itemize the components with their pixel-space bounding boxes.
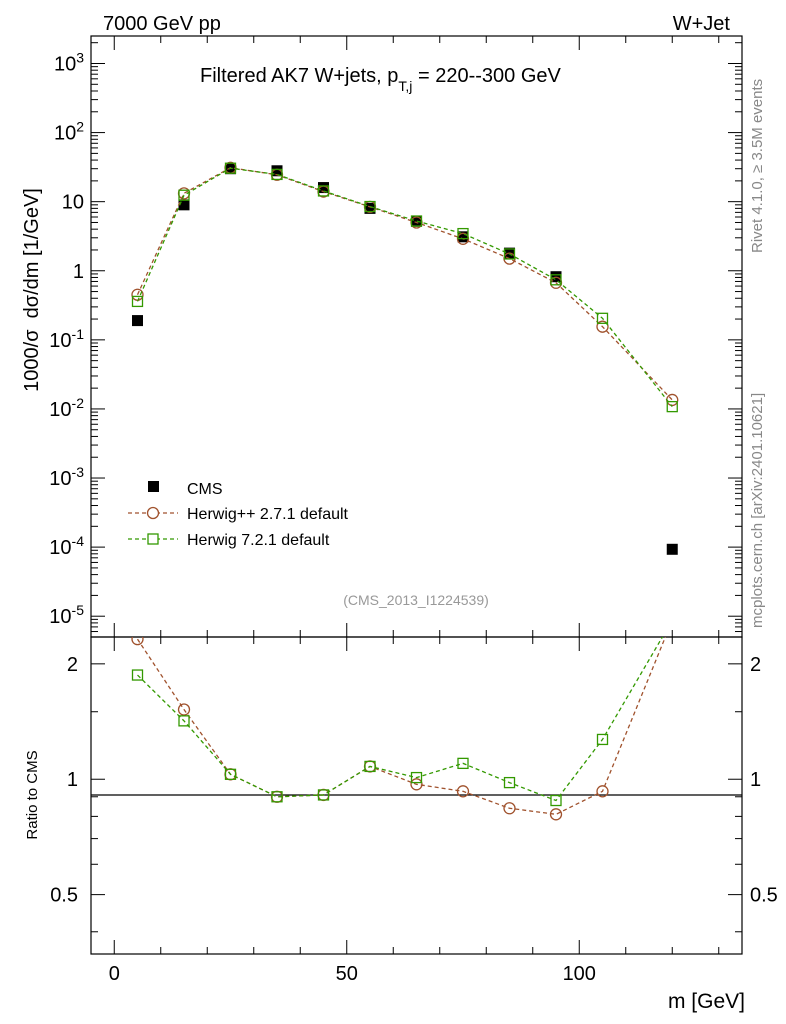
legend-label-cms: CMS <box>187 481 223 498</box>
y-tick-label: 10-3 <box>49 464 84 490</box>
side-text-version: Rivet 4.1.0, ≥ 3.5M events <box>749 79 766 253</box>
ratio-point-series-2 <box>131 669 144 681</box>
ratio-tick-label: 0.5 <box>50 885 78 907</box>
x-tick-label: 100 <box>563 963 596 985</box>
ratio-point-series-2 <box>224 768 237 780</box>
y-tick-label: 103 <box>54 49 84 75</box>
ratio-point-series-2 <box>596 733 609 746</box>
data-point-series-2 <box>364 200 376 213</box>
ratio-point-series-1 <box>131 637 144 646</box>
ratio-point-series-2 <box>457 757 469 770</box>
data-point-series-2 <box>666 400 678 413</box>
ratio-point-series-2 <box>364 760 376 773</box>
ratio-tick-label-right: 2 <box>750 654 761 676</box>
ratio-point-series-1 <box>503 802 516 815</box>
series-line-1 <box>136 167 673 401</box>
ratio-point-series-1 <box>596 785 609 798</box>
axis-ticks: 0 50 100 10-5 10-4 10-3 10-2 10-1 1 10 102 103 0.5 0.… <box>49 36 778 985</box>
y-axis-label: 1000/σ dσ/dm [1/GeV] <box>21 188 43 392</box>
data-point-series-0 <box>411 215 422 227</box>
ratio-point-series-2 <box>410 771 423 784</box>
y-tick-label: 10-1 <box>49 326 84 352</box>
y-tick-label: 10-2 <box>49 395 84 421</box>
data-point-series-2 <box>503 248 516 260</box>
legend: CMS Herwig++ 2.7.1 default Herwig 7.2.1 … <box>128 481 349 549</box>
data-point-series-1 <box>596 320 609 333</box>
ratio-tick-label: 2 <box>67 654 78 676</box>
data-point-series-0 <box>364 202 376 214</box>
ratio-tick-label: 1 <box>67 769 78 791</box>
header-energy-label: 7000 GeV pp <box>103 13 221 35</box>
legend-marker-herwigpp <box>146 506 160 520</box>
ratio-point-series-2 <box>271 791 283 803</box>
legend-marker-cms <box>148 481 159 492</box>
ratio-tick-label-right: 0.5 <box>750 885 778 907</box>
data-point-series-0 <box>178 199 190 211</box>
ratio-point-series-2 <box>317 789 330 801</box>
main-series-layer <box>131 161 679 555</box>
legend-label-herwig7: Herwig 7.2.1 default <box>187 532 330 549</box>
data-point-series-2 <box>178 189 190 201</box>
y-tick-label: 10-4 <box>49 533 84 559</box>
data-point-series-2 <box>271 168 283 181</box>
ratio-point-series-1 <box>177 703 191 716</box>
ratio-y-axis-label: Ratio to CMS <box>24 750 41 839</box>
series-line-2 <box>136 167 673 408</box>
ratio-line-2 <box>137 637 664 802</box>
analysis-watermark: (CMS_2013_I1224539) <box>343 592 489 608</box>
y-tick-label: 1 <box>73 261 84 283</box>
chart-title: Filtered AK7 W+jets, pT,j = 220--300 GeV <box>200 65 562 94</box>
data-point-series-2 <box>596 312 609 324</box>
legend-marker-herwig7 <box>147 533 159 545</box>
ratio-point-series-1 <box>549 808 563 821</box>
ratio-point-series-2 <box>550 794 562 807</box>
side-text-source: mcplots.cern.ch [arXiv:2401.10621] <box>749 393 766 628</box>
ratio-point-series-1 <box>456 785 470 798</box>
ratio-point-series-2 <box>178 715 190 727</box>
data-point-series-2 <box>410 215 423 227</box>
y-tick-label: 102 <box>54 119 84 145</box>
data-point-series-2 <box>317 185 330 197</box>
ratio-series-layer <box>131 637 667 821</box>
data-point-series-0 <box>271 165 283 177</box>
ratio-point-series-1 <box>410 778 423 791</box>
data-point-series-0 <box>666 543 678 555</box>
data-point-series-0 <box>318 182 329 194</box>
ratio-point-series-2 <box>503 776 516 789</box>
header-process-label: W+Jet <box>673 13 731 35</box>
y-tick-label: 10 <box>62 192 84 214</box>
data-point-series-2 <box>457 227 469 240</box>
ratio-tick-label-right: 1 <box>750 769 761 791</box>
data-point-series-0 <box>457 231 469 243</box>
data-point-series-1 <box>666 393 679 407</box>
x-tick-label: 0 <box>109 963 120 985</box>
x-axis-label: m [GeV] <box>668 990 745 1013</box>
legend-label-herwigpp: Herwig++ 2.7.1 default <box>187 506 349 523</box>
x-tick-label: 50 <box>336 963 358 985</box>
data-point-series-2 <box>224 162 237 174</box>
data-point-series-2 <box>131 295 144 308</box>
data-point-series-2 <box>550 274 562 286</box>
ratio-line-1 <box>136 637 667 815</box>
data-point-series-0 <box>132 315 143 327</box>
y-tick-label: 10-5 <box>49 602 84 628</box>
